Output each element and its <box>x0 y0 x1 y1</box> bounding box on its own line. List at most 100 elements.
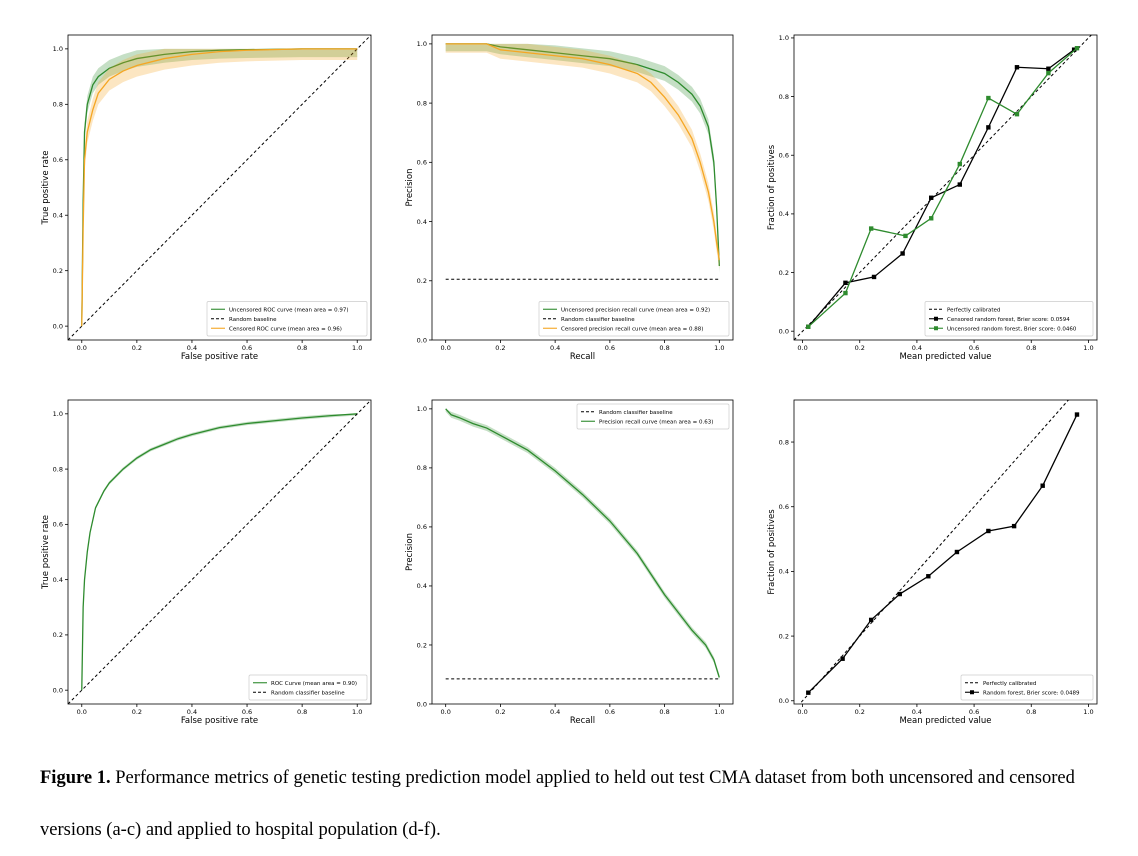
data-point <box>954 549 960 555</box>
plot-area <box>445 43 720 280</box>
x-axis-label: Recall <box>570 716 595 726</box>
legend-marker <box>970 690 974 695</box>
legend-label: Uncensored precision recall curve (mean … <box>561 307 710 313</box>
series-line-2 <box>445 408 720 678</box>
plot-frame <box>67 34 372 341</box>
legend-label: Random classifier baseline <box>599 410 673 416</box>
data-point <box>1040 483 1045 488</box>
y-tick-label: 0.8 <box>779 438 789 446</box>
series-line-1 <box>81 413 358 691</box>
series-line-1 <box>445 43 720 267</box>
data-point <box>957 161 962 167</box>
x-tick-label: 0.0 <box>441 708 451 716</box>
x-tick-label: 0.2 <box>132 708 142 716</box>
x-axis-label: Mean predicted value <box>899 716 991 726</box>
legend-box <box>924 301 1094 337</box>
legend-label: ROC Curve (mean area = 0.90) <box>271 681 357 687</box>
legend: Random classifier baseline Precision reca… <box>576 403 730 430</box>
x-tick-label: 0.4 <box>912 344 922 352</box>
legend-label: Uncensored ROC curve (mean area = 0.97) <box>229 307 349 313</box>
y-tick-label: 0.4 <box>779 568 789 576</box>
plot-area <box>68 400 371 704</box>
x-tick-label: 0.0 <box>77 344 87 352</box>
x-axis-label: Mean predicted value <box>899 352 991 362</box>
series-line-1 <box>794 35 1092 340</box>
x-tick-label: 0.8 <box>297 708 307 716</box>
y-tick-label: 0.6 <box>779 152 789 160</box>
x-tick-label: 0.2 <box>495 344 505 352</box>
data-point <box>1046 70 1051 76</box>
y-tick-label: 0.6 <box>417 159 427 167</box>
data-point <box>806 690 811 695</box>
chart-d: 0.0 0.2 0.4 0.6 0.8 1.0 0.0 0.2 0.4 0.6 0.8 1.0 Fals… <box>41 399 372 726</box>
data-point <box>1074 45 1080 51</box>
series-line-2 <box>68 400 371 704</box>
series-line-1 <box>81 48 358 327</box>
series-line-1 <box>799 400 1070 704</box>
plot-frame <box>67 399 372 705</box>
plot-frame <box>431 399 734 705</box>
y-tick-label: 0.0 <box>779 328 789 336</box>
x-axis-label: False positive rate <box>181 716 258 726</box>
y-tick-label: 1.0 <box>53 45 63 53</box>
y-tick-label: 0.4 <box>53 576 63 584</box>
x-tick-label: 0.2 <box>495 708 505 716</box>
data-point <box>897 591 902 597</box>
y-axis-label: Fraction of positives <box>767 509 777 595</box>
x-tick-label: 0.4 <box>550 344 560 352</box>
x-axis-label: False positive rate <box>181 352 258 362</box>
y-tick-label: 0.6 <box>779 503 789 511</box>
y-tick-label: 0.6 <box>53 156 63 164</box>
chart-a: 0.0 0.2 0.4 0.6 0.8 1.0 0.0 0.2 0.4 0.6 0.8 1.0 Fals… <box>41 34 372 362</box>
legend-box <box>960 674 1094 701</box>
x-tick-label: 0.4 <box>187 708 197 716</box>
series-line-3 <box>81 48 358 327</box>
x-tick-label: 0.8 <box>659 344 669 352</box>
data-point <box>903 233 908 239</box>
y-tick-label: 0.8 <box>417 99 427 107</box>
data-point <box>900 251 905 256</box>
x-axis-label: Recall <box>570 352 595 362</box>
legend-label: Censored precision recall curve (mean ar… <box>561 326 703 332</box>
x-tick-label: 1.0 <box>714 708 724 716</box>
chart-c: 0.0 0.2 0.4 0.6 0.8 1.0 0.0 0.2 0.4 0.6 0.8 1.0 Mean… <box>767 34 1098 362</box>
legend-label: Random forest, Brier score: 0.0489 <box>983 690 1080 696</box>
x-tick-label: 0.8 <box>1026 708 1036 716</box>
data-point <box>929 195 934 200</box>
x-tick-label: 1.0 <box>352 708 362 716</box>
data-point <box>986 528 991 534</box>
y-tick-label: 0.6 <box>417 523 427 531</box>
x-tick-label: 0.6 <box>242 708 252 716</box>
y-tick-label: 0.8 <box>53 465 63 473</box>
y-tick-label: 0.4 <box>53 212 63 220</box>
y-tick-label: 0.0 <box>417 700 427 708</box>
caption-text: Performance metrics of genetic testing p… <box>40 768 1075 840</box>
plot-frame <box>431 34 734 341</box>
x-tick-label: 0.8 <box>1026 344 1036 352</box>
x-tick-label: 0.6 <box>242 344 252 352</box>
data-point <box>1014 111 1020 117</box>
y-tick-label: 0.8 <box>779 93 789 101</box>
data-point <box>957 182 962 187</box>
legend-label: Perfectly calibrated <box>983 681 1036 687</box>
data-point <box>871 274 877 280</box>
x-tick-label: 0.8 <box>297 344 307 352</box>
legend-label: Censored random forest, Brier score: 0.0… <box>947 317 1070 323</box>
y-tick-label: 0.8 <box>53 101 63 109</box>
series-line-2 <box>807 414 1078 694</box>
y-tick-label: 0.0 <box>779 697 789 705</box>
legend-box <box>206 301 368 337</box>
legend-label: Uncensored random forest, Brier score: 0… <box>947 326 1077 332</box>
legend-label: Random classifier baseline <box>271 690 345 696</box>
y-tick-label: 0.0 <box>53 322 63 330</box>
y-tick-label: 0.4 <box>417 582 427 590</box>
y-tick-label: 0.0 <box>417 336 427 344</box>
y-tick-label: 0.2 <box>53 267 63 275</box>
y-axis-label: True positive rate <box>41 515 51 590</box>
series-line-2 <box>68 35 371 340</box>
data-point <box>806 324 811 330</box>
y-tick-label: 0.2 <box>417 277 427 285</box>
legend-label: Precision recall curve (mean area = 0.63… <box>599 419 713 425</box>
y-tick-label: 0.2 <box>779 269 789 277</box>
confidence-band-1 <box>445 43 720 274</box>
